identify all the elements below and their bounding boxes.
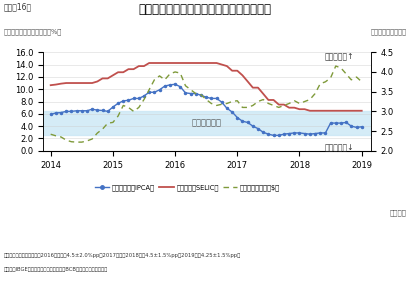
Text: （出所）IBGE（ブラジル地理統計局）・BCB（ブラジル中央銀行）: （出所）IBGE（ブラジル地理統計局）・BCB（ブラジル中央銀行） [4, 267, 108, 272]
Text: （月次）: （月次） [390, 209, 407, 216]
Text: レアル高　↓: レアル高 ↓ [324, 143, 354, 152]
Text: レアル安　↑: レアル安 ↑ [324, 53, 354, 62]
Text: （レアル／米ドル）: （レアル／米ドル） [371, 28, 407, 35]
Text: （図表16）: （図表16） [4, 3, 32, 12]
Text: インフレ率と政策金利・為替レートの推移: インフレ率と政策金利・為替レートの推移 [138, 3, 271, 16]
Text: インフレ目標: インフレ目標 [191, 119, 221, 128]
Text: （注意）インフレ目標は、2016年以前は4.5±2.0%pp、2017年及び2018年は4.5±1.5%pp、2019年は4.25±1.5%pp。: （注意）インフレ目標は、2016年以前は4.5±2.0%pp、2017年及び20… [4, 253, 241, 258]
Bar [43, 111, 371, 135]
Text: （前年同月比、金利水準、%）: （前年同月比、金利水準、%） [4, 28, 62, 35]
Legend: インフレ率（IPCA）, 政策金利（SELIC）, 為替レート（対米$）: インフレ率（IPCA）, 政策金利（SELIC）, 為替レート（対米$） [92, 182, 283, 194]
